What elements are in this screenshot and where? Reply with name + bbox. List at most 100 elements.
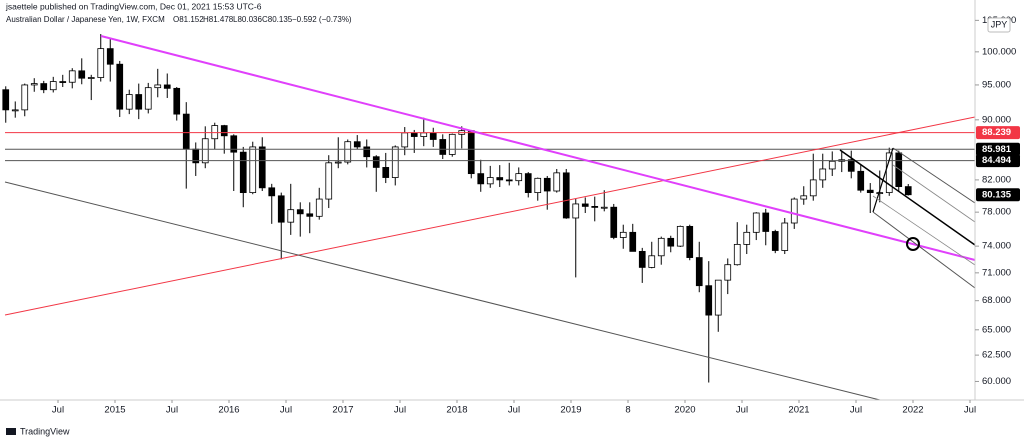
pitchfork-handle [872, 147, 894, 213]
candle-body [496, 177, 504, 181]
pitchfork-line [872, 211, 976, 289]
candle-body [59, 81, 67, 83]
candle-body [439, 139, 447, 155]
candle-body [648, 255, 656, 268]
candle-body [667, 237, 675, 247]
x-tick-label: Jul [280, 405, 292, 416]
candle-body [572, 203, 580, 219]
symbol-title: Australian Dollar / Japanese Yen, 1W, FX… [6, 15, 165, 24]
candle-body [695, 257, 703, 287]
target-circle [906, 237, 920, 251]
x-tick-label: 2017 [332, 405, 353, 416]
candle-body [657, 237, 665, 257]
candle-body [676, 225, 684, 247]
candle-body [781, 222, 789, 251]
candle-body [828, 160, 836, 170]
candle-body [201, 138, 209, 164]
y-tick-label: 74.000 [982, 241, 1011, 252]
candle-body [562, 172, 570, 219]
candle-body [885, 152, 893, 194]
candle-body [296, 209, 304, 215]
header: Australian Dollar / Japanese Yen, 1W, FX… [6, 15, 352, 24]
publisher: jsaettele published on TradingView.com, … [5, 1, 262, 11]
pitchfork-line [872, 195, 976, 266]
candle-body [68, 70, 76, 83]
x-tick-label: Jul [166, 405, 178, 416]
x-tick-label: 2015 [104, 405, 125, 416]
candle-body [353, 141, 361, 148]
candle-body [239, 151, 247, 194]
candle-body [762, 212, 770, 232]
candle-body [49, 81, 57, 91]
candle-body [733, 243, 741, 266]
candle-body [363, 146, 371, 158]
candle-body [135, 94, 143, 110]
candle-body [771, 231, 779, 251]
candle-body [268, 187, 276, 197]
candle-body [334, 161, 342, 164]
x-tick-label: 2016 [218, 405, 239, 416]
candle-body [610, 206, 618, 238]
level-label: 84.494 [982, 155, 1012, 166]
candle-body [315, 198, 323, 217]
y-tick-label: 78.000 [982, 207, 1011, 218]
candle-body [40, 83, 48, 91]
candle-body [116, 63, 124, 110]
candle-body [306, 213, 314, 217]
candle-body [220, 125, 228, 137]
level-label: 85.981 [982, 144, 1012, 155]
level-label-box [976, 126, 1020, 140]
x-tick-label: 2021 [788, 405, 809, 416]
candle-body [847, 159, 855, 172]
candle-body [543, 177, 551, 192]
candle-body [486, 177, 494, 185]
header-open: O81.152 [173, 15, 204, 24]
candle-body [429, 132, 437, 140]
logo-icon [6, 428, 16, 435]
candle-body [686, 225, 694, 258]
candle-body [382, 167, 390, 178]
x-tick-label: Jul [850, 405, 862, 416]
candle-body [591, 205, 599, 208]
candle-body [125, 94, 133, 110]
candle-body [743, 231, 751, 245]
x-tick-label: Jul [394, 405, 406, 416]
candle-body [78, 70, 86, 79]
level-label-box [976, 154, 1020, 168]
candle-body [553, 172, 561, 192]
x-tick-label: 2020 [674, 405, 695, 416]
y-tick-label: 62.500 [982, 350, 1011, 361]
trend-line [100, 35, 976, 261]
candle-body [819, 168, 827, 181]
candle-body [809, 179, 817, 197]
x-tick-label: 2018 [446, 405, 467, 416]
header-low: L80.036 [233, 15, 262, 24]
candle-body [876, 192, 884, 195]
candle-body [638, 250, 646, 268]
candle-body [410, 132, 418, 137]
trend-line [4, 116, 976, 316]
pitchfork-line [892, 147, 976, 204]
candle-body [277, 195, 285, 223]
candle-body [857, 170, 865, 191]
level-label: 80.135 [982, 189, 1012, 200]
x-tick-label: Jul [508, 405, 520, 416]
candle-body [467, 130, 475, 175]
header-close: C80.135 [262, 15, 293, 24]
header-change: −0.592 (−0.73%) [292, 15, 352, 24]
candle-body [173, 87, 181, 115]
footer-brand: TradingView [20, 426, 70, 436]
x-tick-label: 2022 [902, 405, 923, 416]
candle-body [401, 132, 409, 148]
x-tick-label: Jul [964, 405, 976, 416]
candle-body [287, 209, 295, 223]
candle-body [163, 84, 171, 89]
candle-body [629, 231, 637, 252]
trend-line [4, 181, 881, 401]
level-label: 88.239 [982, 127, 1011, 138]
candle-body [258, 146, 266, 189]
x-tick-label: Jul [52, 405, 64, 416]
y-tick-label: 82.000 [982, 174, 1011, 185]
